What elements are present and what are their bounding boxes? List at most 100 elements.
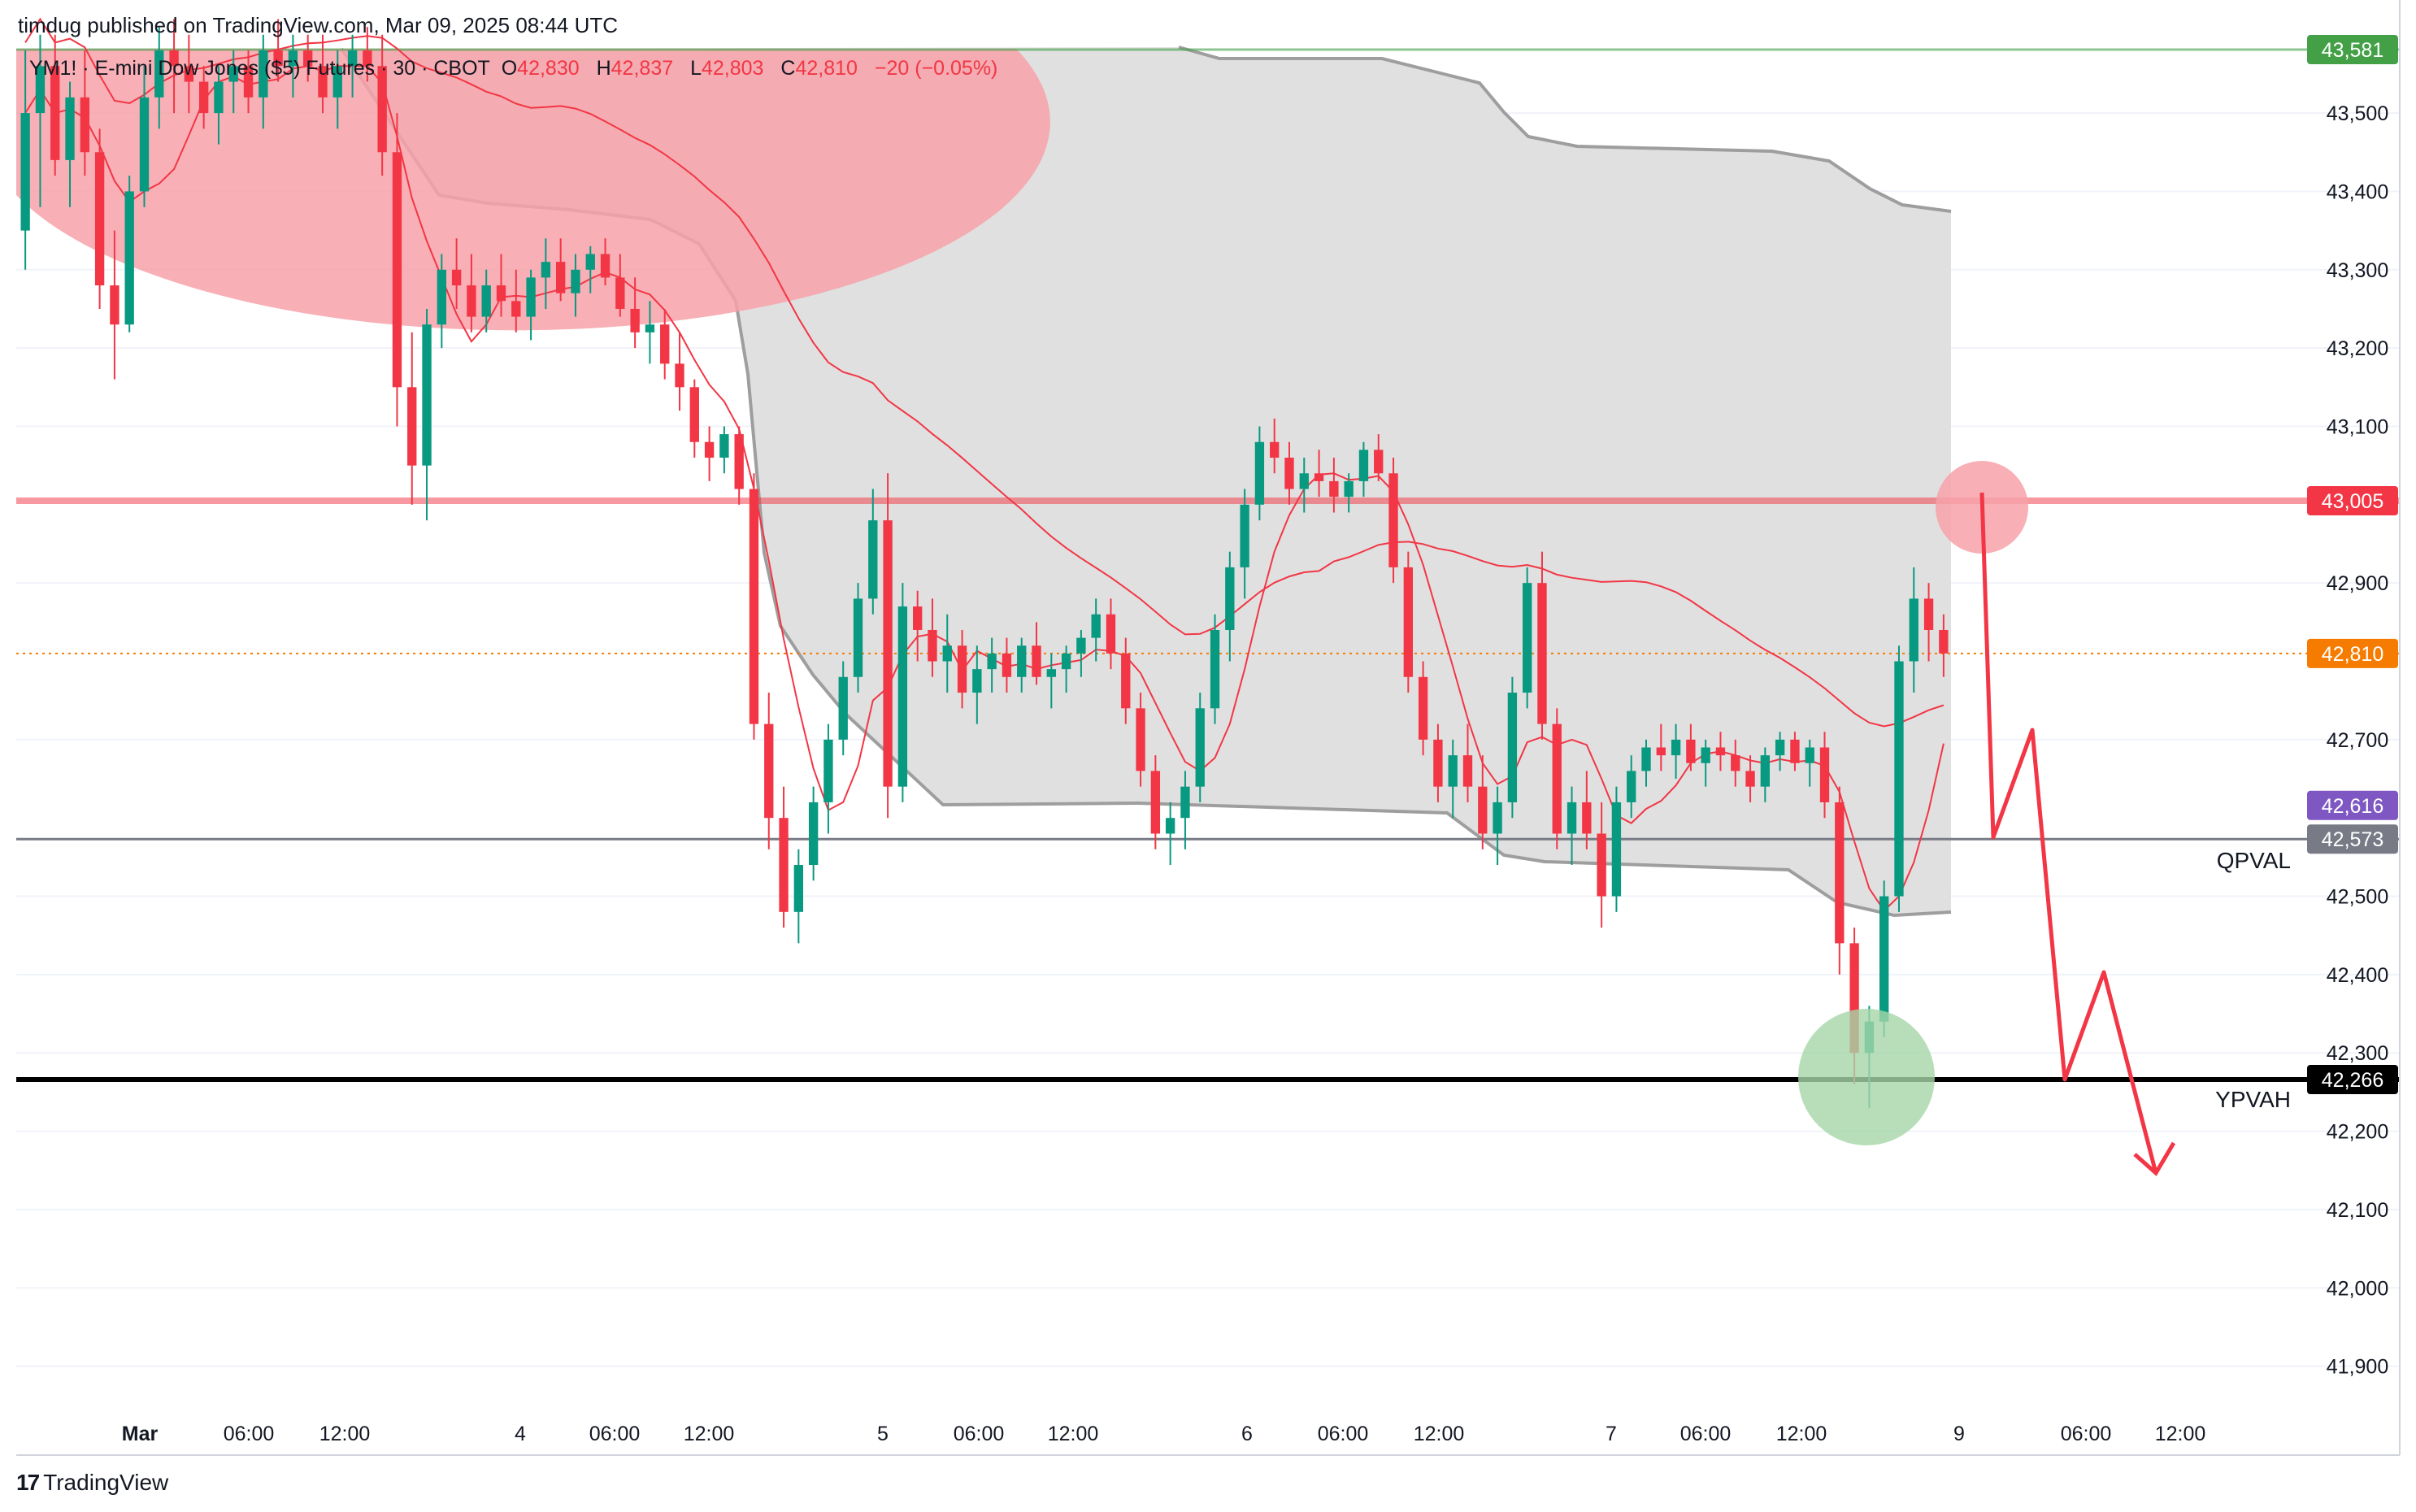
price-tag-label: 42,810	[2322, 643, 2383, 666]
candle-body	[407, 387, 417, 466]
candle-body	[808, 802, 819, 866]
candle-body	[1299, 473, 1309, 489]
tradingview-brand[interactable]: 17 TradingView	[16, 1470, 168, 1496]
level-annotation: QPVAL	[2217, 848, 2291, 873]
candle-body	[259, 50, 268, 98]
price-tick-label: 43,400	[2327, 180, 2388, 203]
candle-body	[615, 277, 625, 309]
price-axis[interactable]: 43,500 43,400 43,300 43,200 43,100 42,900 42,7…	[2327, 102, 2388, 1379]
change-value: −20 (−0.05%)	[874, 57, 998, 80]
candle-body	[1433, 739, 1443, 787]
candle-body	[422, 324, 432, 466]
time-tick-label: Mar	[122, 1423, 159, 1445]
candle-body	[1507, 693, 1518, 802]
candle-body	[273, 50, 283, 67]
candle-body	[1671, 739, 1681, 756]
candle-body	[571, 269, 580, 293]
price-tick-label: 42,900	[2327, 572, 2388, 595]
candle-body	[392, 152, 402, 388]
projection-arrow	[1979, 492, 2158, 1174]
time-tick-label: 06:00	[1318, 1423, 1369, 1445]
price-tag-label: 43,005	[2322, 490, 2383, 513]
buy-zone-circle	[1798, 1009, 1935, 1145]
candle-body	[1240, 504, 1249, 567]
candle-body	[987, 653, 997, 670]
time-tick-label: 06:00	[1680, 1423, 1732, 1445]
resistance-circle-top-left	[16, 49, 1050, 331]
candle-body	[1879, 896, 1889, 1022]
vwap-line-slow	[24, 17, 1945, 728]
candle-body	[1790, 739, 1800, 763]
candle-body	[1091, 614, 1101, 638]
time-tick-label: 4	[515, 1423, 526, 1445]
candle-body	[1582, 802, 1592, 834]
time-tick-label: 06:00	[954, 1423, 1005, 1445]
time-tick-label: 12:00	[2155, 1423, 2206, 1445]
price-tags: 43,581 43,005 42,810 42,616 42,573 QPVAL 42,26…	[2215, 35, 2398, 1112]
time-axis[interactable]: Mar 06:00 12:00 4 06:00 12:00 5 06:00 12:00 6 06:0…	[122, 1423, 2206, 1445]
price-tag-box	[2307, 824, 2398, 854]
candle-body	[228, 66, 238, 82]
candle-body	[1180, 786, 1190, 819]
level-annotation: YPVAH	[2215, 1087, 2291, 1112]
candle-body	[1686, 739, 1696, 763]
candle-body	[1805, 747, 1814, 763]
candle-body	[243, 66, 254, 98]
candle-body	[214, 81, 224, 114]
candle-body	[50, 66, 60, 160]
candle-body	[511, 301, 521, 317]
candle-body	[600, 254, 611, 278]
candle-body	[1493, 802, 1502, 834]
price-tick-label: 42,100	[2327, 1199, 2388, 1222]
candle-body	[1522, 583, 1532, 693]
symbol-legend[interactable]: YM1! · E-mini Dow Jones ($5) Futures · 3…	[29, 57, 1009, 80]
candle-body	[124, 191, 134, 325]
candle-body	[1641, 747, 1651, 771]
candle-body	[585, 254, 595, 270]
price-tag-box	[2307, 790, 2398, 820]
candle-body	[897, 606, 908, 787]
price-tick-label: 43,100	[2327, 415, 2388, 438]
candle-body	[1448, 755, 1458, 787]
candle-body	[704, 441, 715, 458]
candle-body	[1627, 771, 1636, 802]
price-tick-label: 42,300	[2327, 1042, 2388, 1065]
candle-body	[139, 97, 150, 192]
candle-body	[110, 285, 119, 325]
candle-body	[1745, 771, 1755, 787]
candle-body	[1537, 583, 1547, 724]
candle-body	[853, 598, 863, 677]
candle-body	[1731, 755, 1740, 771]
price-tick-label: 43,200	[2327, 337, 2388, 360]
price-tick-label: 42,400	[2327, 964, 2388, 987]
candle-body	[719, 434, 729, 458]
publish-info: timdug published on TradingView.com, Mar…	[18, 13, 619, 37]
price-tick-label: 42,000	[2327, 1277, 2388, 1300]
candle-body	[1270, 441, 1280, 458]
candle-body	[823, 739, 833, 802]
candle-body	[65, 97, 75, 160]
candle-body	[1358, 450, 1369, 481]
vwap-line-fast	[24, 65, 1945, 912]
candle-body	[868, 520, 878, 599]
price-tick-label: 41,900	[2327, 1356, 2388, 1379]
candle-body	[1418, 676, 1428, 740]
candle-body	[1701, 747, 1710, 763]
price-tick-label: 43,300	[2327, 259, 2388, 282]
price-tag-label: 43,581	[2322, 39, 2383, 62]
candle-body	[169, 50, 179, 67]
candle-body	[1344, 480, 1354, 497]
candle-body	[1656, 747, 1666, 756]
candle-body	[496, 285, 506, 302]
candle-body	[1284, 458, 1294, 489]
time-tick-label: 5	[877, 1423, 889, 1445]
candle-body	[957, 645, 967, 693]
price-tag-box	[2307, 486, 2398, 515]
candle-body	[1150, 771, 1161, 834]
time-tick-label: 12:00	[1776, 1423, 1827, 1445]
candle-body	[1032, 645, 1041, 677]
candle-body	[1314, 473, 1324, 481]
close-value: 42,810	[795, 57, 858, 80]
price-tag-box	[2307, 1065, 2398, 1094]
